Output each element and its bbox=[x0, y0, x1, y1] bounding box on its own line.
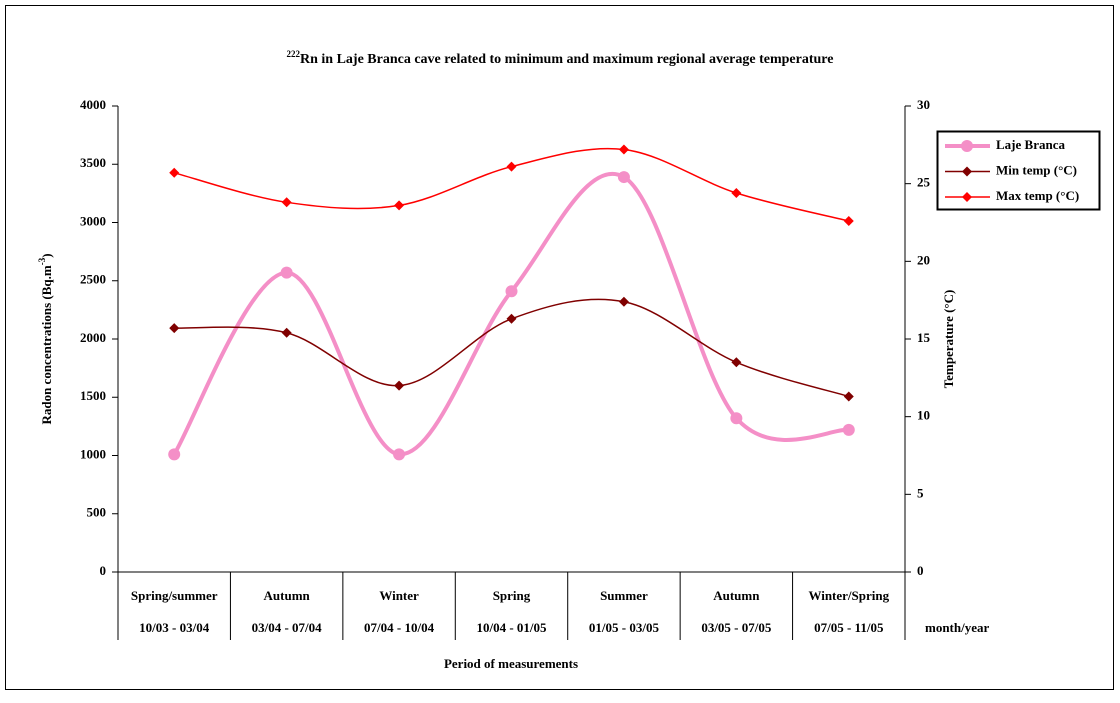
x-tick-label: Winter/Spring bbox=[808, 588, 889, 603]
marker bbox=[617, 171, 630, 184]
period-label: 07/04 - 10/04 bbox=[364, 620, 435, 635]
legend-label: Min temp (°C) bbox=[996, 162, 1077, 177]
marker bbox=[731, 187, 742, 198]
y2-tick-label: 5 bbox=[917, 485, 924, 500]
x-tick-label: Winter bbox=[379, 588, 419, 603]
x-tick-label: Autumn bbox=[713, 588, 760, 603]
marker bbox=[730, 412, 743, 425]
marker bbox=[393, 448, 406, 461]
y-label-end: ) bbox=[39, 253, 54, 257]
marker bbox=[843, 391, 854, 402]
y2-tick-label: 15 bbox=[917, 330, 931, 345]
marker bbox=[169, 323, 180, 334]
y-tick-label: 4000 bbox=[80, 97, 106, 112]
y-tick-label: 2000 bbox=[80, 330, 106, 345]
x-tick-label: Autumn bbox=[264, 588, 311, 603]
title-text: Rn in Laje Branca cave related to minimu… bbox=[300, 52, 833, 67]
marker bbox=[962, 166, 972, 177]
y2-tick-label: 0 bbox=[917, 563, 924, 578]
y2-tick-label: 10 bbox=[917, 408, 930, 423]
y-tick-label: 1500 bbox=[80, 388, 106, 403]
y2-tick-label: 30 bbox=[917, 97, 930, 112]
period-label: 10/04 - 01/05 bbox=[476, 620, 547, 635]
marker bbox=[280, 266, 293, 279]
marker bbox=[281, 327, 292, 338]
x-tick-label: Spring/summer bbox=[131, 588, 218, 603]
marker bbox=[169, 167, 180, 178]
chart-title: 222Rn in Laje Branca cave related to min… bbox=[287, 49, 834, 67]
y-tick-label: 3000 bbox=[80, 213, 106, 228]
periods-label: month/year bbox=[925, 620, 990, 635]
y-tick-label: 3500 bbox=[80, 155, 106, 170]
x-axis-label: Period of measurements bbox=[444, 656, 578, 671]
marker bbox=[842, 423, 855, 436]
legend-label: Max temp (°C) bbox=[996, 188, 1079, 203]
marker bbox=[731, 357, 742, 368]
marker bbox=[961, 140, 973, 152]
y-tick-label: 1000 bbox=[80, 446, 106, 461]
y-label-sup: -3 bbox=[37, 257, 47, 265]
marker bbox=[168, 448, 181, 461]
marker bbox=[618, 144, 629, 155]
marker bbox=[506, 313, 517, 324]
marker bbox=[506, 161, 517, 172]
period-label: 03/04 - 07/04 bbox=[252, 620, 323, 635]
chart-border bbox=[5, 5, 1114, 690]
marker bbox=[394, 380, 405, 391]
y-axis-label: Radon concentrations (Bq.m-3) bbox=[37, 253, 54, 424]
marker bbox=[281, 197, 292, 208]
y2-axis-label: Temperature (°C) bbox=[941, 290, 956, 389]
marker bbox=[394, 200, 405, 211]
y2-tick-label: 20 bbox=[917, 252, 930, 267]
y-tick-label: 2500 bbox=[80, 272, 106, 287]
period-label: 10/03 - 03/04 bbox=[139, 620, 210, 635]
period-label: 01/05 - 03/05 bbox=[589, 620, 660, 635]
marker bbox=[618, 296, 629, 307]
title-sup: 222 bbox=[287, 49, 301, 59]
legend-label: Laje Branca bbox=[996, 137, 1065, 152]
y2-tick-label: 25 bbox=[917, 175, 931, 190]
marker bbox=[843, 215, 854, 226]
period-label: 07/05 - 11/05 bbox=[814, 620, 884, 635]
y-label-text: Radon concentrations (Bq.m bbox=[39, 265, 54, 424]
marker bbox=[962, 192, 972, 202]
y-tick-label: 0 bbox=[100, 563, 107, 578]
x-tick-label: Spring bbox=[493, 588, 531, 603]
marker bbox=[505, 285, 518, 298]
y-tick-label: 500 bbox=[87, 505, 107, 520]
period-label: 03/05 - 07/05 bbox=[701, 620, 772, 635]
x-tick-label: Summer bbox=[600, 588, 648, 603]
